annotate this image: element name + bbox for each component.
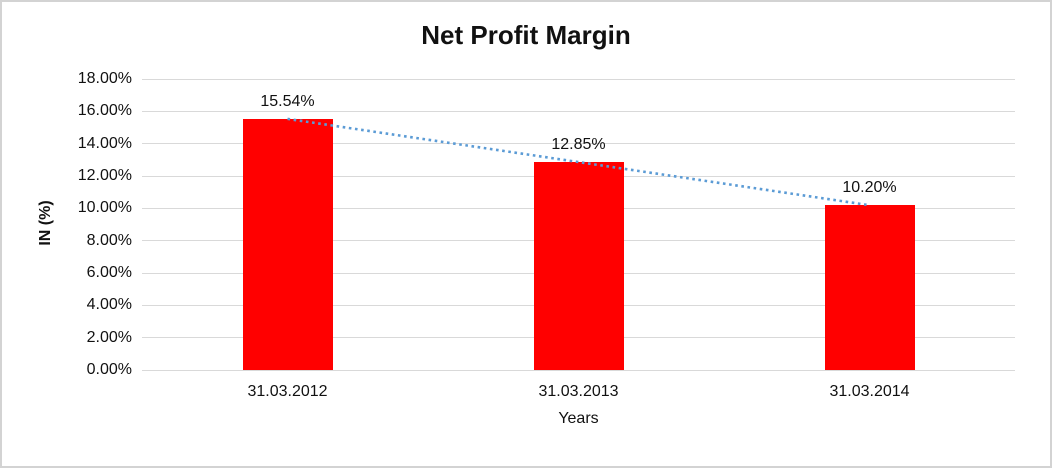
chart-title: Net Profit Margin <box>421 20 631 50</box>
y-tick-label: 2.00% <box>86 328 132 346</box>
bar-value-label: 12.85% <box>551 136 606 154</box>
y-axis-title: IN (%) <box>37 200 54 246</box>
y-tick-label: 16.00% <box>77 102 132 120</box>
gridline <box>142 369 1015 371</box>
x-tick-label: 31.03.2012 <box>247 383 328 400</box>
y-tick-label: 14.00% <box>77 134 132 152</box>
bar <box>242 118 333 370</box>
y-tick-label: 8.00% <box>86 231 132 249</box>
y-tick-label: 6.00% <box>86 264 132 281</box>
x-tick-label: 31.03.2013 <box>538 383 619 400</box>
bar-value-label: 10.20% <box>842 179 897 197</box>
gridline <box>142 78 1015 80</box>
gridline <box>142 110 1015 112</box>
y-tick-label: 0.00% <box>86 361 132 378</box>
bar-value-label: 15.54% <box>260 92 315 110</box>
y-tick-label: 12.00% <box>77 167 132 184</box>
y-tick-label: 4.00% <box>86 296 132 314</box>
bar <box>824 205 915 370</box>
y-tick-label: 10.00% <box>77 199 132 217</box>
x-axis-title: Years <box>558 410 599 427</box>
bar <box>533 162 624 370</box>
x-tick-label: 31.03.2014 <box>829 383 910 400</box>
y-tick-label: 18.00% <box>77 70 132 87</box>
